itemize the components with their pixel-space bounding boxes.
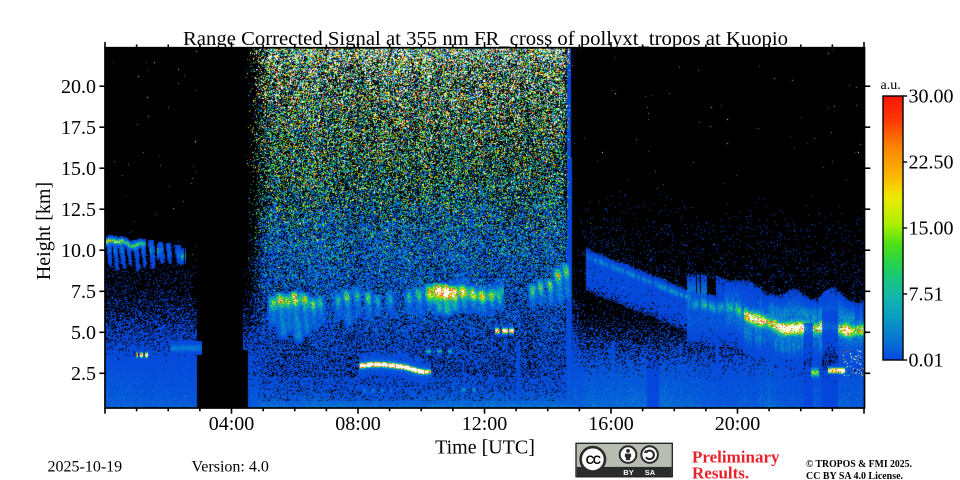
- svg-text:20:00: 20:00: [715, 413, 761, 435]
- svg-text:SA: SA: [645, 468, 656, 477]
- svg-text:a.u.: a.u.: [881, 78, 901, 93]
- svg-text:15.00: 15.00: [909, 218, 954, 240]
- svg-text:12.5: 12.5: [61, 199, 96, 221]
- svg-text:0.01: 0.01: [909, 350, 944, 372]
- svg-text:22.50: 22.50: [909, 152, 954, 174]
- svg-text:17.5: 17.5: [61, 117, 96, 139]
- svg-text:Height [km]: Height [km]: [33, 182, 55, 280]
- svg-text:08:00: 08:00: [335, 413, 381, 435]
- svg-text:Results.: Results.: [692, 464, 749, 480]
- svg-text:2.5: 2.5: [71, 363, 96, 385]
- svg-text:04:00: 04:00: [209, 413, 255, 435]
- svg-text:30.00: 30.00: [909, 86, 954, 108]
- svg-text:CC BY SA 4.0 License.: CC BY SA 4.0 License.: [806, 470, 903, 480]
- svg-text:12:00: 12:00: [462, 413, 508, 435]
- svg-text:CC: CC: [586, 455, 601, 467]
- svg-text:16:00: 16:00: [588, 413, 634, 435]
- svg-text:15.0: 15.0: [61, 158, 96, 180]
- svg-text:2025-10-19: 2025-10-19: [48, 459, 123, 476]
- svg-text:BY: BY: [623, 468, 633, 477]
- svg-text:7.5: 7.5: [71, 281, 96, 303]
- svg-text:20.0: 20.0: [61, 76, 96, 98]
- svg-text:7.51: 7.51: [909, 284, 944, 306]
- svg-text:Preliminary: Preliminary: [692, 448, 780, 467]
- svg-text:5.0: 5.0: [71, 322, 96, 344]
- svg-text:10.0: 10.0: [61, 240, 96, 262]
- svg-text:Range Corrected Signal at 355: Range Corrected Signal at 355 nm FR_cros…: [183, 28, 788, 50]
- svg-text:Time [UTC]: Time [UTC]: [435, 437, 535, 459]
- svg-text:Version: 4.0: Version: 4.0: [192, 459, 269, 476]
- svg-text:© TROPOS & FMI 2025.: © TROPOS & FMI 2025.: [806, 458, 912, 470]
